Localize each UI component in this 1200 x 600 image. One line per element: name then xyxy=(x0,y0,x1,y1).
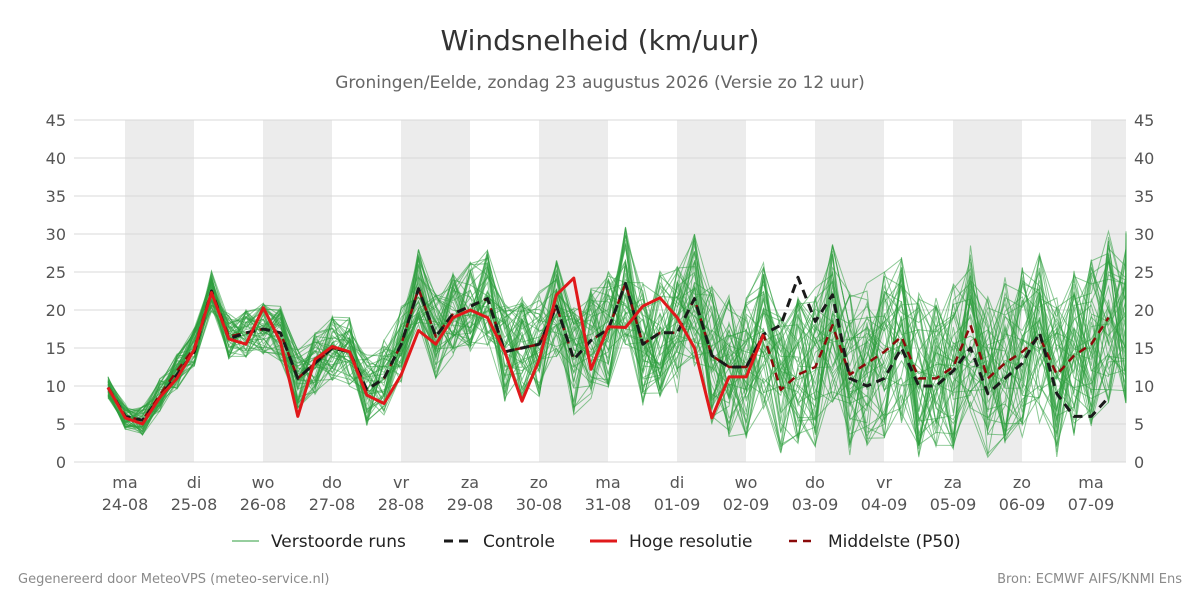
x-tick-day: za xyxy=(944,473,962,492)
x-tick-day: za xyxy=(461,473,479,492)
legend-label-control: Controle xyxy=(483,532,555,552)
y-tick-label-left: 10 xyxy=(46,377,66,396)
x-tick-date: 29-08 xyxy=(447,495,494,514)
x-tick-day: ma xyxy=(112,473,137,492)
chart-subtitle: Groningen/Eelde, zondag 23 augustus 2026… xyxy=(335,73,865,93)
high-res-line xyxy=(106,276,765,426)
x-tick-date: 26-08 xyxy=(240,495,287,514)
ensemble-run-line xyxy=(107,228,1127,432)
y-tick-label-right: 35 xyxy=(1134,187,1154,206)
y-tick-label-left: 35 xyxy=(46,187,66,206)
x-tick-day: wo xyxy=(735,473,758,492)
x-tick-day: zo xyxy=(1013,473,1031,492)
x-tick-day: di xyxy=(187,473,202,492)
y-tick-label-right: 5 xyxy=(1134,415,1144,434)
main-series xyxy=(106,275,1110,426)
x-axis: ma 24-08 di 25-08 wo 26-08 do 27-08 vr 28-08 za 29-… xyxy=(102,473,1115,514)
ensemble-run-line xyxy=(107,233,1127,438)
x-tick-day: di xyxy=(670,473,685,492)
ensemble-run-line xyxy=(107,242,1127,446)
x-tick-day: wo xyxy=(252,473,275,492)
y-tick-label-right: 20 xyxy=(1134,301,1154,320)
x-tick-day: ma xyxy=(1078,473,1103,492)
legend-label-high_res: Hoge resolutie xyxy=(629,532,753,552)
x-tick-day: zo xyxy=(530,473,548,492)
x-tick-date: 27-08 xyxy=(309,495,356,514)
x-tick-day: do xyxy=(805,473,825,492)
x-tick-date: 31-08 xyxy=(585,495,632,514)
x-tick-date: 02-09 xyxy=(723,495,770,514)
x-tick-day: ma xyxy=(595,473,620,492)
y-tick-label-right: 45 xyxy=(1134,111,1154,130)
ensemble-run-line xyxy=(107,254,1127,442)
x-tick-date: 03-09 xyxy=(792,495,839,514)
y-axis-right: 0 5 10 15 20 25 30 35 40 45 xyxy=(1134,111,1154,472)
x-tick-date: 04-09 xyxy=(861,495,908,514)
ensemble-run-line xyxy=(107,238,1127,439)
y-tick-label-left: 25 xyxy=(46,263,66,282)
x-tick-date: 25-08 xyxy=(171,495,218,514)
y-tick-label-right: 10 xyxy=(1134,377,1154,396)
y-tick-label-left: 20 xyxy=(46,301,66,320)
y-tick-label-right: 0 xyxy=(1134,453,1144,472)
ensemble-run-line xyxy=(107,240,1127,446)
x-tick-date: 06-09 xyxy=(999,495,1046,514)
ensemble-run-line xyxy=(107,256,1127,425)
y-tick-label-left: 0 xyxy=(56,453,66,472)
ensemble-runs xyxy=(107,226,1127,459)
y-tick-label-right: 30 xyxy=(1134,225,1154,244)
chart-title: Windsnelheid (km/uur) xyxy=(440,24,760,57)
y-axis-left: 0 5 10 15 20 25 30 35 40 45 xyxy=(46,111,66,472)
x-tick-date: 30-08 xyxy=(516,495,563,514)
y-tick-label-left: 40 xyxy=(46,149,66,168)
ensemble-run-line xyxy=(107,227,1127,448)
ensemble-run-line xyxy=(107,231,1127,453)
y-tick-label-left: 15 xyxy=(46,339,66,358)
control-line xyxy=(106,275,1110,422)
x-tick-date: 24-08 xyxy=(102,495,149,514)
x-tick-day: vr xyxy=(876,473,892,492)
y-tick-label-left: 45 xyxy=(46,111,66,130)
legend-label-median: Middelste (P50) xyxy=(828,532,961,552)
footer-source: Bron: ECMWF AIFS/KNMI Ens xyxy=(997,572,1182,587)
ensemble-run-line xyxy=(107,239,1127,445)
y-tick-label-right: 15 xyxy=(1134,339,1154,358)
legend-label-ensemble: Verstoorde runs xyxy=(271,532,406,552)
footer-generated-by: Gegenereerd door MeteoVPS (meteo-service… xyxy=(18,572,330,587)
x-tick-day: vr xyxy=(393,473,409,492)
y-tick-label-left: 5 xyxy=(56,415,66,434)
x-tick-date: 28-08 xyxy=(378,495,425,514)
ensemble-run-line xyxy=(107,236,1127,458)
x-tick-date: 07-09 xyxy=(1068,495,1115,514)
y-tick-label-right: 40 xyxy=(1134,149,1154,168)
ensemble-run-line xyxy=(107,244,1127,424)
x-tick-date: 01-09 xyxy=(654,495,701,514)
x-tick-day: do xyxy=(322,473,342,492)
y-tick-label-left: 30 xyxy=(46,225,66,244)
x-tick-date: 05-09 xyxy=(930,495,977,514)
legend: Verstoorde runs Controle Hoge resolutie Mid… xyxy=(232,532,961,552)
y-tick-label-right: 25 xyxy=(1134,263,1154,282)
